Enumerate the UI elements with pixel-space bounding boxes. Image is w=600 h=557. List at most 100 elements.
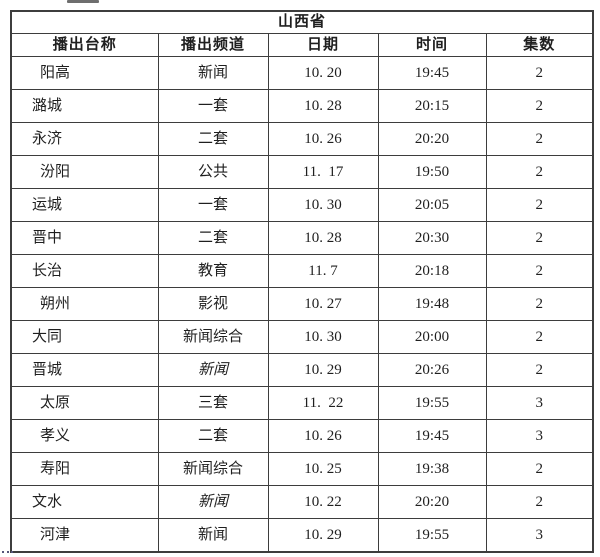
col-header-time: 时间 [377, 33, 487, 57]
station-cell: 汾阳 [10, 155, 159, 189]
date-cell: 10. 26 [267, 122, 379, 156]
table-title: 山西省 [10, 10, 594, 34]
channel-cell: 新闻综合 [157, 452, 269, 486]
table-row: 汾阳 公共 11. 17 19:50 2 [10, 155, 594, 189]
table-row: 孝义 二套 10. 26 19:45 3 [10, 419, 594, 453]
table-row: 长治 教育 11. 7 20:18 2 [10, 254, 594, 288]
broadcast-schedule-table: 山西省 播出台称 播出频道 日期 时间 集数 阳高 新闻 10. 20 19:45 2 潞… [10, 10, 595, 553]
time-cell: 20:18 [377, 254, 487, 288]
time-cell: 20:26 [377, 353, 487, 387]
table-row: 河津 新闻 10. 29 19:55 3 [10, 518, 594, 553]
date-cell: 10. 25 [267, 452, 379, 486]
episodes-cell: 2 [485, 188, 594, 222]
episodes-cell: 2 [485, 452, 594, 486]
time-cell: 20:20 [377, 122, 487, 156]
episodes-cell: 2 [485, 353, 594, 387]
channel-cell: 新闻综合 [157, 320, 269, 354]
channel-cell: 三套 [157, 386, 269, 420]
date-cell: 10. 26 [267, 419, 379, 453]
channel-cell: 教育 [157, 254, 269, 288]
channel-cell: 新闻 [157, 485, 269, 519]
top-edge-artifact [67, 0, 99, 3]
bottom-dotted-artifact [2, 551, 13, 553]
station-cell: 大同 [10, 320, 159, 354]
table-row: 潞城 一套 10. 28 20:15 2 [10, 89, 594, 123]
table-row: 太原 三套 11. 22 19:55 3 [10, 386, 594, 420]
episodes-cell: 2 [485, 89, 594, 123]
episodes-cell: 2 [485, 221, 594, 255]
station-cell: 运城 [10, 188, 159, 222]
date-cell: 10. 27 [267, 287, 379, 321]
channel-cell: 公共 [157, 155, 269, 189]
channel-cell: 一套 [157, 89, 269, 123]
episodes-cell: 2 [485, 254, 594, 288]
date-cell: 10. 29 [267, 518, 379, 553]
episodes-cell: 3 [485, 386, 594, 420]
date-cell: 11. 17 [267, 155, 379, 189]
station-cell: 朔州 [10, 287, 159, 321]
station-cell: 文水 [10, 485, 159, 519]
time-cell: 20:30 [377, 221, 487, 255]
time-cell: 20:05 [377, 188, 487, 222]
table-row: 文水 新闻 10. 22 20:20 2 [10, 485, 594, 519]
time-cell: 19:48 [377, 287, 487, 321]
date-cell: 11. 7 [267, 254, 379, 288]
table-row: 大同 新闻综合 10. 30 20:00 2 [10, 320, 594, 354]
table-row: 晋中 二套 10. 28 20:30 2 [10, 221, 594, 255]
time-cell: 19:45 [377, 56, 487, 90]
station-cell: 寿阳 [10, 452, 159, 486]
channel-cell: 一套 [157, 188, 269, 222]
station-cell: 太原 [10, 386, 159, 420]
table-row: 晋城 新闻 10. 29 20:26 2 [10, 353, 594, 387]
date-cell: 10. 30 [267, 320, 379, 354]
time-cell: 19:45 [377, 419, 487, 453]
channel-cell: 新闻 [157, 353, 269, 387]
table-row: 运城 一套 10. 30 20:05 2 [10, 188, 594, 222]
date-cell: 10. 20 [267, 56, 379, 90]
channel-cell: 新闻 [157, 56, 269, 90]
channel-cell: 二套 [157, 419, 269, 453]
col-header-episodes: 集数 [485, 33, 594, 57]
episodes-cell: 2 [485, 155, 594, 189]
channel-cell: 影视 [157, 287, 269, 321]
station-cell: 潞城 [10, 89, 159, 123]
station-cell: 晋中 [10, 221, 159, 255]
episodes-cell: 3 [485, 518, 594, 553]
table-header-row: 播出台称 播出频道 日期 时间 集数 [10, 33, 594, 57]
episodes-cell: 2 [485, 122, 594, 156]
station-cell: 晋城 [10, 353, 159, 387]
date-cell: 10. 28 [267, 221, 379, 255]
col-header-station: 播出台称 [10, 33, 159, 57]
episodes-cell: 2 [485, 485, 594, 519]
table-title-row: 山西省 [10, 10, 594, 34]
table-row: 永济 二套 10. 26 20:20 2 [10, 122, 594, 156]
date-cell: 10. 30 [267, 188, 379, 222]
date-cell: 10. 29 [267, 353, 379, 387]
episodes-cell: 2 [485, 56, 594, 90]
table-row: 朔州 影视 10. 27 19:48 2 [10, 287, 594, 321]
station-cell: 河津 [10, 518, 159, 553]
time-cell: 19:55 [377, 518, 487, 553]
col-header-date: 日期 [267, 33, 379, 57]
channel-cell: 新闻 [157, 518, 269, 553]
station-cell: 永济 [10, 122, 159, 156]
episodes-cell: 3 [485, 419, 594, 453]
date-cell: 10. 28 [267, 89, 379, 123]
channel-cell: 二套 [157, 221, 269, 255]
table-row: 寿阳 新闻综合 10. 25 19:38 2 [10, 452, 594, 486]
time-cell: 20:20 [377, 485, 487, 519]
date-cell: 10. 22 [267, 485, 379, 519]
table-row: 阳高 新闻 10. 20 19:45 2 [10, 56, 594, 90]
episodes-cell: 2 [485, 287, 594, 321]
episodes-cell: 2 [485, 320, 594, 354]
time-cell: 19:50 [377, 155, 487, 189]
time-cell: 19:38 [377, 452, 487, 486]
time-cell: 20:15 [377, 89, 487, 123]
station-cell: 长治 [10, 254, 159, 288]
station-cell: 孝义 [10, 419, 159, 453]
time-cell: 20:00 [377, 320, 487, 354]
station-cell: 阳高 [10, 56, 159, 90]
channel-cell: 二套 [157, 122, 269, 156]
date-cell: 11. 22 [267, 386, 379, 420]
